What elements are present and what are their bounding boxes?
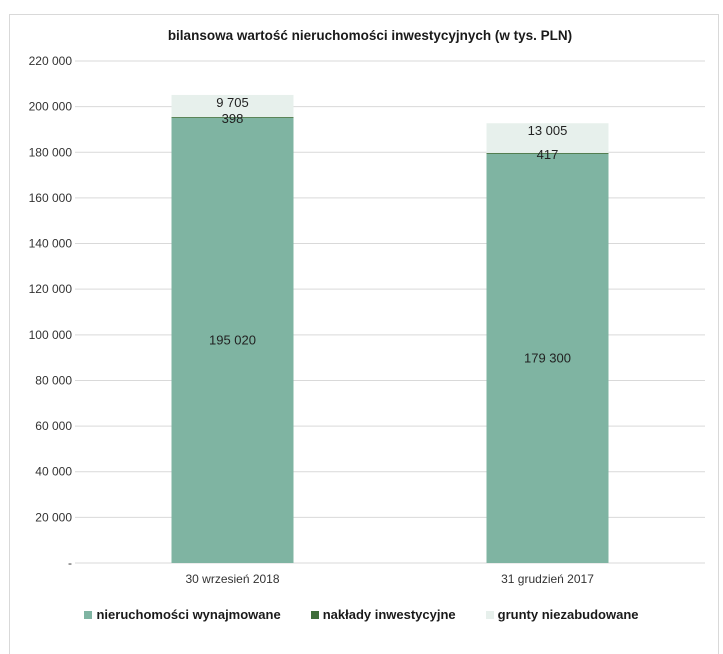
legend-label-rented: nieruchomości wynajmowane	[96, 607, 281, 622]
y-tick-label: 40 000	[35, 465, 72, 479]
legend-swatch-investment	[310, 610, 319, 619]
y-axis-ticks: - 20 000 40 000 60 000 80 000 100 000 120 000 1…	[29, 54, 73, 570]
legend: nieruchomości wynajmowane nakłady inwest…	[0, 607, 723, 622]
bar-segment-land	[171, 94, 294, 118]
y-tick-label: -	[68, 556, 72, 570]
legend-label-investment: nakłady inwestycyjne	[322, 607, 456, 622]
y-tick-label: 180 000	[29, 145, 73, 159]
bar-segment-rented	[486, 153, 609, 563]
chart-title: bilansowa wartość nieruchomości inwestyc…	[168, 28, 572, 43]
legend-item-rented: nieruchomości wynajmowane	[84, 607, 281, 622]
y-tick-label: 60 000	[35, 419, 72, 433]
legend-item-land: grunty niezabudowane	[485, 607, 639, 622]
y-tick-label: 200 000	[29, 100, 73, 114]
data-label-rented: 195 020	[209, 332, 256, 347]
chart-frame	[9, 14, 719, 654]
x-tick-label: 31 grudzień 2017	[501, 572, 594, 586]
x-axis-ticks: 30 wrzesień 2018 31 grudzień 2017	[185, 572, 594, 586]
y-tick-label: 120 000	[29, 282, 73, 296]
legend-item-investment: nakłady inwestycyjne	[310, 607, 456, 622]
legend-swatch-rented	[84, 610, 93, 619]
legend-label-land: grunty niezabudowane	[497, 607, 639, 622]
data-label-investment: 398	[222, 111, 244, 126]
chart-svg: bilansowa wartość nieruchomości inwestyc…	[29, 28, 705, 586]
y-tick-label: 100 000	[29, 328, 73, 342]
legend-swatch-land	[485, 610, 494, 619]
bar-segment-land	[486, 123, 609, 153]
gridlines	[75, 60, 705, 564]
data-label-land: 9 705	[216, 95, 249, 110]
y-tick-label: 220 000	[29, 54, 73, 68]
bar-segment-investment	[171, 117, 294, 118]
bar-segment-investment	[486, 152, 609, 154]
data-label-land: 13 005	[528, 123, 568, 138]
y-tick-label: 20 000	[35, 510, 72, 524]
bars	[171, 94, 609, 563]
x-tick-label: 30 wrzesień 2018	[185, 572, 279, 586]
bar-segment-rented	[171, 117, 294, 563]
y-tick-label: 160 000	[29, 191, 73, 205]
data-label-rented: 179 300	[524, 350, 571, 365]
y-tick-label: 80 000	[35, 373, 72, 387]
data-label-investment: 417	[537, 147, 559, 162]
y-tick-label: 140 000	[29, 237, 73, 251]
